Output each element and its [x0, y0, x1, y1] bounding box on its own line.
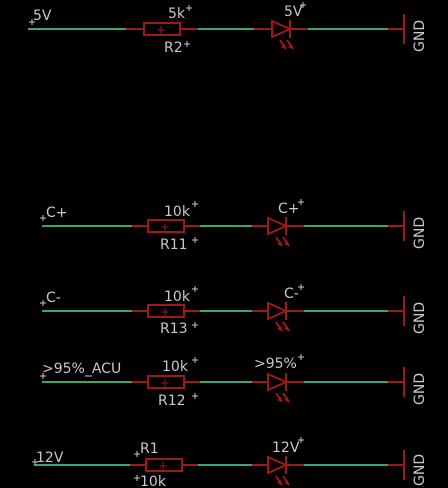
led-emission-arrows-icon: [275, 236, 290, 247]
led-symbol: [271, 19, 293, 39]
resistor-value: 10k: [164, 204, 191, 220]
resistor-value: 10k: [140, 474, 167, 488]
resistor-name: R13: [160, 321, 188, 337]
led-emission-arrows-icon: [275, 475, 290, 486]
led-label: C-: [284, 286, 299, 302]
resistor-name: R12: [158, 393, 186, 409]
led-label: 12V: [272, 440, 300, 456]
led-emission-arrows-icon: [279, 39, 294, 50]
net-label: 12V: [36, 450, 64, 466]
circuit-row-c-minus: C- + 10k R13 C- GND: [42, 286, 428, 337]
resistor-name: R2: [164, 40, 183, 56]
resistor-polarity-mark: +: [156, 23, 166, 37]
circuit-row-5v: 5V + 5k R2 5V GND: [28, 4, 428, 56]
led-label: >95%: [254, 356, 297, 372]
resistor-value: 10k: [164, 289, 191, 305]
resistor-polarity-mark: +: [158, 459, 168, 473]
resistor-polarity-mark: +: [160, 220, 170, 234]
resistor-value: 5k: [168, 6, 186, 22]
ground-label: GND: [412, 302, 428, 334]
ground-label: GND: [412, 454, 428, 486]
net-label: 5V: [33, 8, 52, 24]
resistor-value: 10k: [162, 359, 189, 375]
net-label: C+: [46, 205, 68, 221]
ground-label: GND: [412, 20, 428, 52]
circuit-row-95-acu: >95%_ACU + 10k R12 >95% GND: [42, 356, 428, 409]
ground-label: GND: [412, 373, 428, 405]
resistor-polarity-mark: +: [160, 305, 170, 319]
circuit-row-c-plus: C+ + 10k R11 C+ GND: [42, 201, 428, 253]
led-symbol: [267, 455, 289, 475]
net-label: >95%_ACU: [42, 361, 121, 377]
circuit-row-12v: 12V + R1 10k 12V GND: [34, 440, 428, 488]
led-label: 5V: [284, 4, 303, 20]
led-symbol: [267, 301, 289, 321]
resistor-polarity-mark: +: [160, 376, 170, 390]
resistor-name: R11: [160, 237, 188, 253]
led-emission-arrows-icon: [275, 321, 290, 332]
ground-label: GND: [412, 217, 428, 249]
led-emission-arrows-icon: [275, 392, 290, 403]
origin-markers: [29, 2, 306, 481]
net-label: C-: [46, 290, 61, 306]
led-label: C+: [278, 201, 300, 217]
led-symbol: [267, 216, 289, 236]
led-symbol: [267, 372, 289, 392]
resistor-name: R1: [140, 441, 159, 457]
